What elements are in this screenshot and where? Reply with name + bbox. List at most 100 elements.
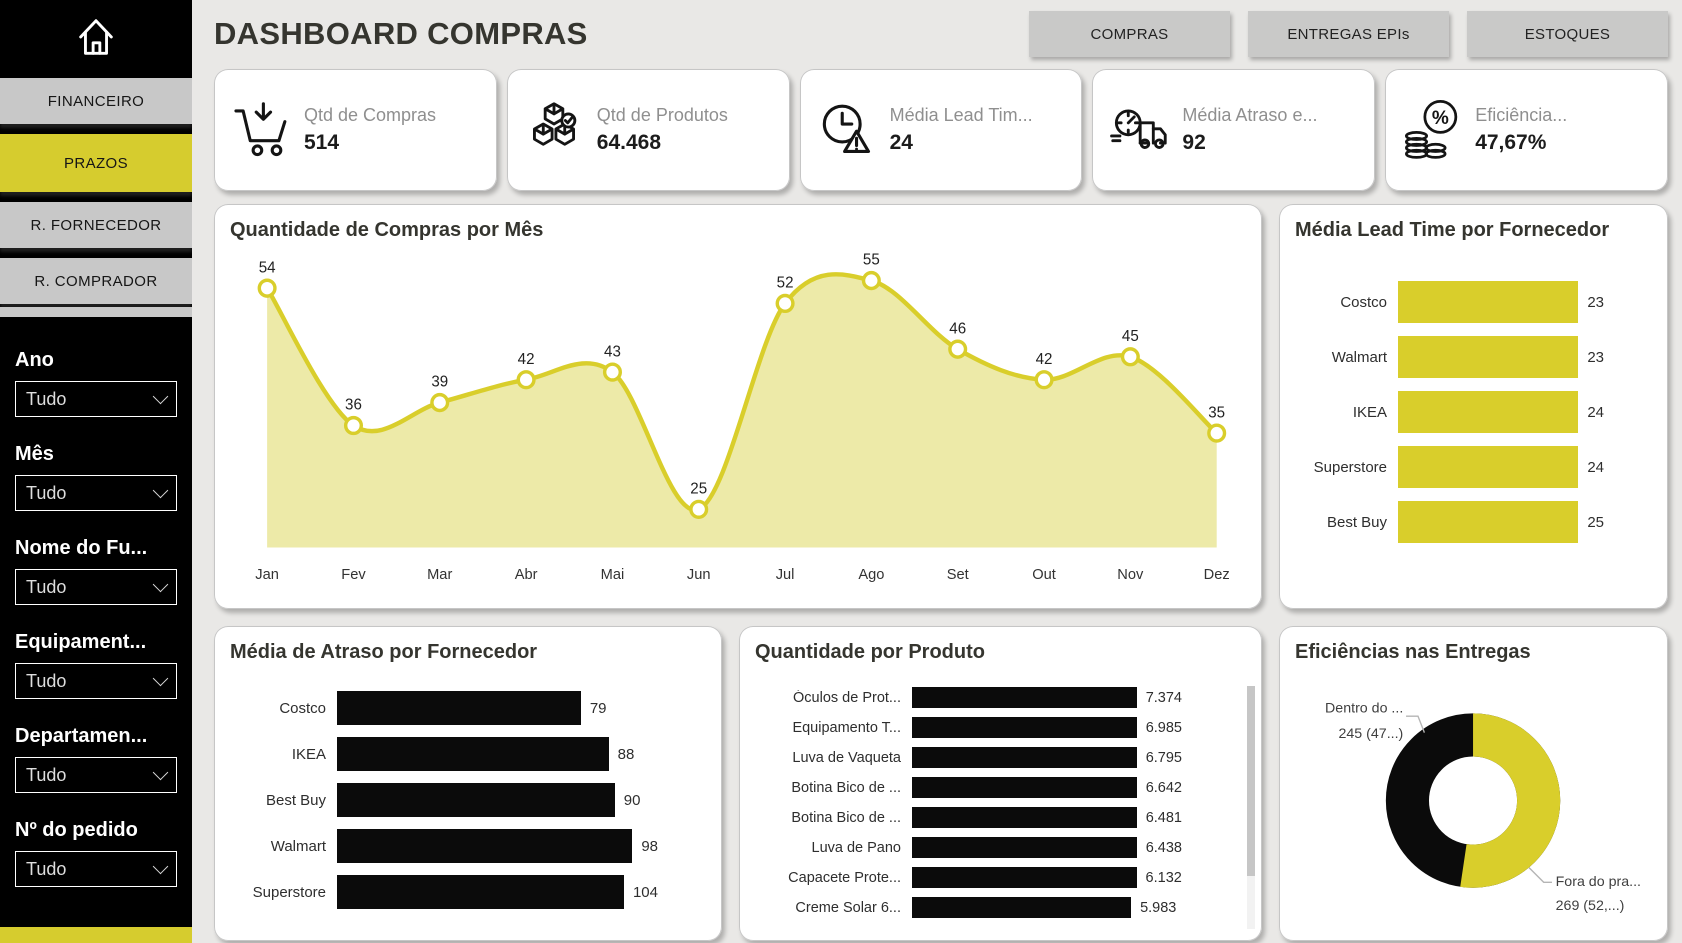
slice-value-label: 269 (52,...) bbox=[1556, 898, 1625, 914]
bar-category-label: Óculos de Prot... bbox=[793, 689, 901, 706]
bar[interactable] bbox=[912, 747, 1137, 768]
bar-track: 6.795 bbox=[912, 747, 1246, 768]
bar-value-label: 104 bbox=[632, 883, 658, 901]
bar[interactable] bbox=[337, 829, 633, 863]
filter-funcionario-dropdown[interactable]: Tudo bbox=[15, 569, 177, 605]
axis-label: Jul bbox=[776, 567, 795, 583]
bar[interactable] bbox=[337, 783, 615, 817]
produto-scrollbar[interactable] bbox=[1247, 686, 1255, 929]
data-point[interactable] bbox=[343, 415, 364, 436]
area-fill bbox=[267, 274, 1217, 548]
bar[interactable] bbox=[912, 687, 1137, 708]
sidebar-item-fornecedor[interactable]: R. FORNECEDOR bbox=[0, 202, 192, 248]
sidebar: FINANCEIRO PRAZOS R. FORNECEDOR R. COMPR… bbox=[0, 0, 192, 943]
bar-value-label: 79 bbox=[589, 699, 607, 717]
bar-row: Óculos de Prot... 7.374 bbox=[755, 687, 1246, 708]
filter-departamento-dropdown[interactable]: Tudo bbox=[15, 757, 177, 793]
filter-label: Nome do Fu... bbox=[15, 537, 148, 559]
bar-track: 79 bbox=[337, 691, 706, 725]
data-point[interactable] bbox=[1034, 370, 1054, 390]
filter-departamento: Departamen... Tudo bbox=[15, 725, 177, 793]
dropdown-value: Tudo bbox=[26, 482, 67, 503]
filter-panel: Ano Tudo Mês Tudo Nome do Fu... Tudo bbox=[0, 317, 192, 927]
bar[interactable] bbox=[1398, 281, 1579, 323]
data-point[interactable] bbox=[430, 392, 450, 413]
bar-category-label: Botina Bico de ... bbox=[791, 779, 901, 796]
data-point[interactable] bbox=[257, 278, 277, 298]
filter-label: Nº do pedido bbox=[15, 819, 138, 841]
bar-row: Creme Solar 6... 5.983 bbox=[755, 897, 1246, 918]
chevron-down-icon bbox=[152, 764, 169, 781]
bar-value-label: 23 bbox=[1587, 293, 1604, 311]
filter-mes-dropdown[interactable]: Tudo bbox=[15, 475, 177, 511]
bar-row: Luva de Vaqueta 6.795 bbox=[755, 747, 1246, 768]
bar-row: Equipamento T... 6.985 bbox=[755, 717, 1246, 738]
kpi-value: 24 bbox=[889, 131, 913, 154]
kpi-row: Qtd de Compras 514 Qtd de Produtos 64.46… bbox=[214, 69, 1668, 191]
donut-slice-fora[interactable] bbox=[1385, 713, 1561, 888]
axis-label: Mar bbox=[427, 567, 452, 583]
bar[interactable] bbox=[337, 875, 624, 909]
bar[interactable] bbox=[337, 737, 609, 771]
sidebar-item-financeiro[interactable]: FINANCEIRO bbox=[0, 78, 192, 124]
estoques-button[interactable]: ESTOQUES bbox=[1467, 11, 1668, 57]
bar[interactable] bbox=[912, 867, 1137, 888]
leader-line bbox=[1528, 867, 1552, 883]
compras-button[interactable]: COMPRAS bbox=[1029, 11, 1230, 57]
kpi-qtd-produtos: Qtd de Produtos 64.468 bbox=[506, 69, 790, 191]
bar[interactable] bbox=[912, 837, 1137, 858]
page-nav-buttons: COMPRAS ENTREGAS EPIs ESTOQUES bbox=[1029, 11, 1668, 57]
data-point[interactable] bbox=[602, 362, 622, 382]
sidebar-item-label: R. COMPRADOR bbox=[34, 272, 158, 290]
data-point[interactable] bbox=[1207, 423, 1227, 443]
bar-row: Costco 23 bbox=[1295, 281, 1652, 323]
data-point[interactable] bbox=[689, 499, 709, 519]
dropdown-value: Tudo bbox=[26, 670, 67, 691]
bar[interactable] bbox=[912, 897, 1132, 918]
bar-track: 104 bbox=[337, 875, 706, 909]
bar-row: Costco 79 bbox=[230, 691, 706, 725]
bar[interactable] bbox=[912, 717, 1137, 738]
bar-row: Capacete Prote... 6.132 bbox=[755, 867, 1246, 888]
produto-scrollbar-thumb[interactable] bbox=[1247, 686, 1255, 876]
sidebar-accent-strip bbox=[0, 927, 192, 943]
chart-title: Eficiências nas Entregas bbox=[1295, 641, 1531, 663]
filter-pedido-dropdown[interactable]: Tudo bbox=[15, 851, 177, 887]
slice-label: Fora do pra... bbox=[1556, 874, 1641, 890]
kpi-label: Eficiência... bbox=[1475, 105, 1568, 125]
chevron-down-icon bbox=[152, 670, 169, 687]
kpi-label: Qtd de Produtos bbox=[596, 105, 728, 125]
kpi-value: 92 bbox=[1182, 131, 1206, 154]
filter-equipamento-dropdown[interactable]: Tudo bbox=[15, 663, 177, 699]
kpi-media-lead-time: Média Lead Tim... 24 bbox=[799, 69, 1083, 191]
bar[interactable] bbox=[337, 691, 581, 725]
data-point[interactable] bbox=[861, 270, 881, 291]
bar[interactable] bbox=[1398, 336, 1579, 378]
bar-category-label: Luva de Vaqueta bbox=[792, 749, 901, 766]
bar[interactable] bbox=[1398, 391, 1579, 433]
sidebar-item-comprador[interactable]: R. COMPRADOR bbox=[0, 258, 192, 304]
bar[interactable] bbox=[912, 807, 1137, 828]
bar[interactable] bbox=[1398, 501, 1579, 543]
filter-ano: Ano Tudo bbox=[15, 349, 177, 417]
dropdown-value: Tudo bbox=[26, 858, 67, 879]
entregas-epis-button[interactable]: ENTREGAS EPIs bbox=[1248, 11, 1449, 57]
sidebar-item-prazos[interactable]: PRAZOS bbox=[0, 134, 192, 192]
data-point[interactable] bbox=[1120, 347, 1140, 367]
home-icon bbox=[73, 14, 119, 65]
data-point[interactable] bbox=[948, 339, 968, 359]
axis-label: Jun bbox=[687, 567, 711, 583]
bar[interactable] bbox=[1398, 446, 1579, 488]
filter-ano-dropdown[interactable]: Tudo bbox=[15, 381, 177, 417]
data-point[interactable] bbox=[775, 293, 795, 314]
home-button[interactable] bbox=[0, 0, 192, 78]
data-point[interactable] bbox=[516, 370, 536, 390]
dropdown-value: Tudo bbox=[26, 388, 67, 409]
data-label: 39 bbox=[431, 374, 448, 391]
bar-track: 24 bbox=[1398, 446, 1652, 488]
bar-row: Best Buy 90 bbox=[230, 783, 706, 817]
bar-track: 23 bbox=[1398, 336, 1652, 378]
bar-track: 7.374 bbox=[912, 687, 1246, 708]
bar[interactable] bbox=[912, 777, 1137, 798]
main-content: DASHBOARD COMPRAS COMPRAS ENTREGAS EPIs … bbox=[192, 0, 1682, 943]
